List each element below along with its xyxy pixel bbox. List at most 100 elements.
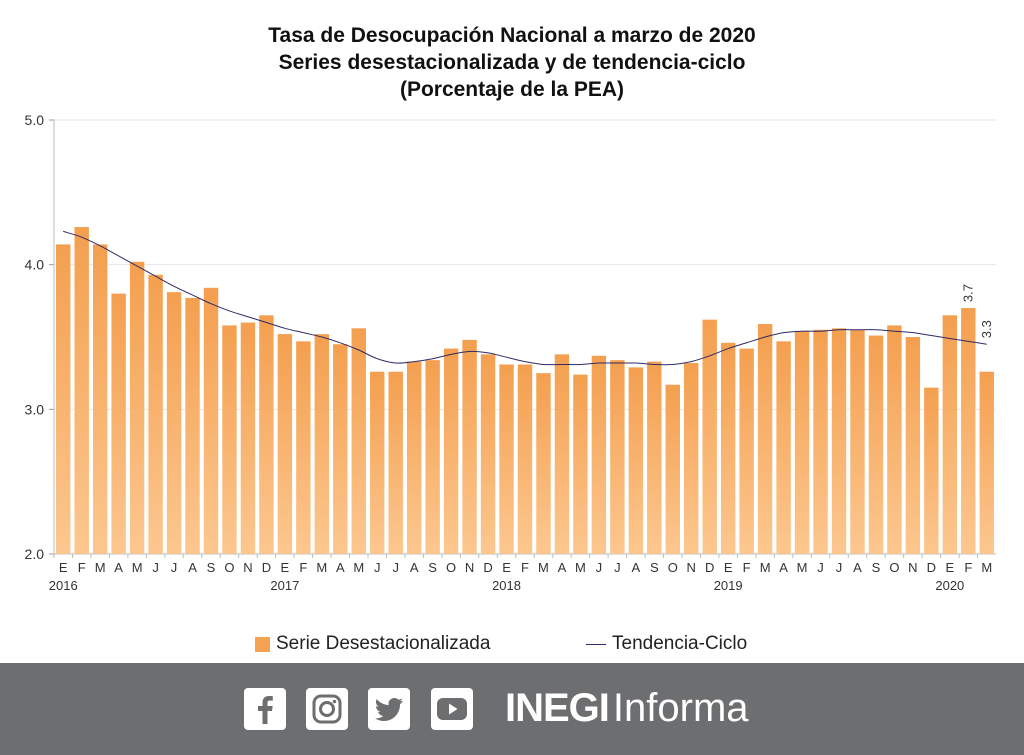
x-tick-label: J (152, 560, 159, 575)
x-tick-label: A (188, 560, 197, 575)
x-tick-label: M (575, 560, 586, 575)
bar (111, 293, 126, 554)
bar (166, 292, 182, 554)
x-tick-label: F (299, 560, 307, 575)
bar (591, 355, 607, 554)
x-tick-label: O (668, 560, 678, 575)
bar (757, 323, 773, 554)
x-tick-label: J (836, 560, 843, 575)
legend-bar-item: Serie Desestacionalizada (255, 633, 490, 655)
bar (443, 348, 459, 554)
twitter-icon[interactable] (368, 688, 410, 730)
brand-inegi: INEGI (505, 686, 610, 730)
bar (129, 261, 145, 554)
x-tick-label: S (428, 560, 437, 575)
x-tick-label: M (316, 560, 327, 575)
x-tick-label: E (724, 560, 733, 575)
x-tick-label: D (705, 560, 714, 575)
bar (739, 348, 754, 554)
x-tick-label: M (981, 560, 992, 575)
bar (351, 328, 366, 554)
bar (924, 387, 939, 554)
x-tick-label: F (78, 560, 86, 575)
x-tick-label: D (262, 560, 271, 575)
x-tick-label: J (374, 560, 381, 575)
instagram-icon[interactable] (306, 688, 348, 730)
bar (203, 287, 219, 554)
x-tick-label: J (392, 560, 399, 575)
bar (148, 274, 163, 554)
bar (296, 341, 311, 554)
x-tick-label: S (207, 560, 216, 575)
facebook-icon[interactable] (244, 688, 286, 730)
bar (240, 322, 256, 554)
x-year-label: 2018 (492, 578, 521, 593)
x-tick-label: M (132, 560, 143, 575)
brand-informa: Informa (612, 686, 749, 730)
x-tick-label: F (521, 560, 529, 575)
bar (628, 367, 644, 554)
bar (277, 334, 293, 554)
footer-bar (0, 663, 1024, 755)
x-tick-label: D (483, 560, 492, 575)
bar (813, 329, 828, 554)
bar (942, 315, 958, 554)
chart-title-line: Tasa de Desocupación Nacional a marzo de… (268, 24, 756, 47)
bar (462, 339, 477, 554)
x-tick-label: M (760, 560, 771, 575)
bar (259, 315, 274, 554)
bar (831, 328, 847, 554)
bar (406, 361, 422, 554)
x-tick-label: A (336, 560, 345, 575)
trend-line (63, 230, 987, 366)
legend-line-item: Tendencia-Ciclo (586, 633, 747, 655)
x-tick-label: O (446, 560, 456, 575)
bar (887, 325, 902, 554)
bar (74, 227, 89, 554)
bar (684, 363, 699, 554)
data-label: 3.7 (960, 284, 975, 302)
bar (222, 325, 237, 554)
bar (185, 297, 200, 554)
x-tick-label: A (779, 560, 788, 575)
bar (979, 371, 994, 554)
chart-unit-line: (Porcentaje de la PEA) (399, 78, 625, 101)
bar (702, 319, 717, 554)
bar (868, 335, 884, 554)
inegi-informa-logo: INEGI Informa (505, 686, 749, 732)
x-tick-label: F (964, 560, 972, 575)
bar (554, 354, 570, 554)
legend-bar-swatch (255, 636, 270, 652)
x-tick-label: J (817, 560, 824, 575)
bar (370, 371, 385, 554)
legend-bar-label: Serie Desestacionalizada (276, 633, 491, 654)
legend-line-swatch (586, 643, 606, 645)
x-tick-label: E (502, 560, 511, 575)
x-tick-label: A (114, 560, 123, 575)
x-year-label: 2016 (49, 578, 78, 593)
x-tick-label: M (797, 560, 808, 575)
x-tick-label: O (224, 560, 234, 575)
bar (573, 374, 588, 554)
bar (499, 364, 514, 554)
x-tick-label: M (95, 560, 106, 575)
x-tick-label: A (558, 560, 567, 575)
x-tick-label: E (945, 560, 954, 575)
x-tick-label: E (59, 560, 68, 575)
y-tick-label: 4.0 (25, 257, 45, 273)
x-year-label: 2017 (270, 578, 299, 593)
x-tick-label: S (650, 560, 659, 575)
x-tick-label: J (614, 560, 621, 575)
x-tick-label: M (538, 560, 549, 575)
bar (314, 334, 330, 554)
chart-subtitle-line: Series desestacionalizada y de tendencia… (278, 51, 746, 74)
youtube-icon[interactable] (431, 688, 473, 730)
x-tick-label: S (872, 560, 881, 575)
bar (388, 371, 403, 554)
chart-title: Tasa de Desocupación Nacional a marzo de… (0, 22, 1024, 103)
bar (333, 344, 348, 554)
bar (776, 341, 791, 554)
bar (425, 360, 440, 554)
x-tick-label: A (631, 560, 640, 575)
x-tick-label: N (687, 560, 696, 575)
